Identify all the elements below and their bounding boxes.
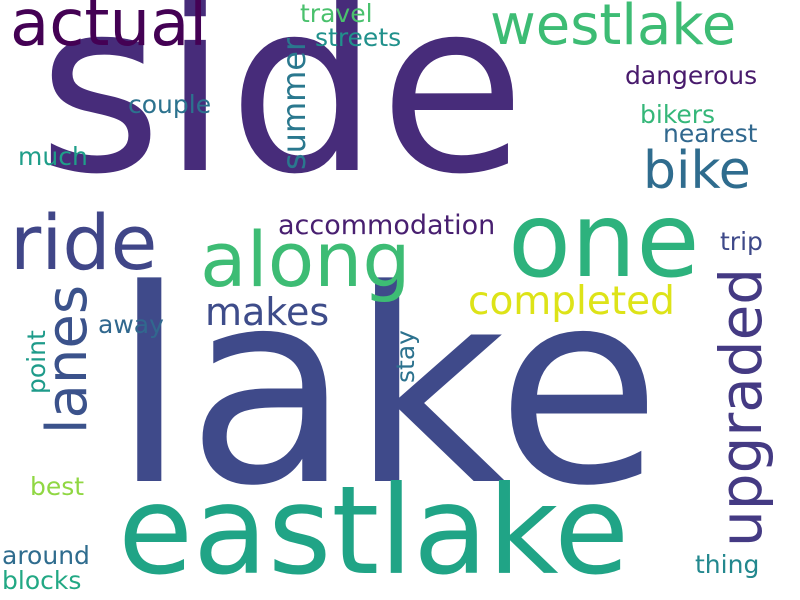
- word-actual: actual: [10, 0, 208, 61]
- word-blocks: blocks: [2, 566, 82, 595]
- word-much: much: [18, 142, 88, 171]
- word-trip: trip: [720, 227, 763, 256]
- word-makes: makes: [205, 290, 330, 334]
- word-bikers: bikers: [640, 100, 716, 129]
- word-bike: bike: [643, 141, 751, 201]
- word-one: one: [508, 181, 700, 301]
- word-point: point: [22, 330, 51, 394]
- word-completed: completed: [468, 279, 675, 324]
- word-dangerous: dangerous: [625, 61, 758, 90]
- word-accommodation: accommodation: [278, 210, 496, 241]
- word-best: best: [30, 472, 85, 501]
- word-nearest: nearest: [663, 119, 758, 148]
- word-around: around: [2, 541, 90, 570]
- word-travel: travel: [300, 0, 373, 28]
- word-westlake: westlake: [490, 0, 737, 58]
- word-away: away: [98, 310, 164, 339]
- word-streets: streets: [315, 23, 402, 52]
- word-couple: couple: [128, 90, 212, 119]
- word-upgraded: upgraded: [707, 268, 775, 548]
- word-thing: thing: [695, 550, 760, 579]
- word-stay: stay: [391, 330, 420, 383]
- word-ride: ride: [10, 198, 158, 287]
- word-eastlake: eastlake: [118, 460, 630, 600]
- word-summer: summer: [275, 38, 313, 171]
- word-lake: lake: [112, 233, 662, 545]
- word-along: along: [200, 215, 411, 304]
- word-side: side: [38, 0, 526, 227]
